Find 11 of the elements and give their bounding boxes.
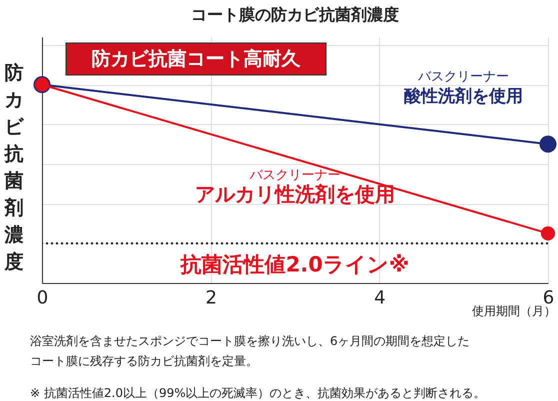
y-axis-title: 防カビ抗菌剤濃度 bbox=[4, 62, 24, 273]
text: 浴室洗剤を含ませたスポンジでコート膜を擦り洗いし、6ヶ月間の期間を想定した bbox=[30, 334, 470, 348]
x-tick-label: 4 bbox=[374, 288, 386, 308]
text: 防カビ抗菌コート高耐久 bbox=[92, 48, 302, 70]
ref-line-label: 抗菌活性値2.0ライン※ bbox=[180, 252, 410, 276]
chart-title: コート膜の防カビ抗菌剤濃度 bbox=[191, 5, 399, 24]
text: コート膜に残存する防カビ抗菌剤を定量。 bbox=[30, 354, 258, 368]
x-tick-label: 0 bbox=[36, 288, 48, 308]
x-tick-label: 2 bbox=[205, 288, 217, 308]
text: ※ 抗菌活性値2.0以上（99%以上の死滅率）のとき、抗菌効果があると判断される。 bbox=[30, 386, 486, 400]
series-label: バスクリーナー酸性洗剤を使用 bbox=[404, 70, 524, 107]
